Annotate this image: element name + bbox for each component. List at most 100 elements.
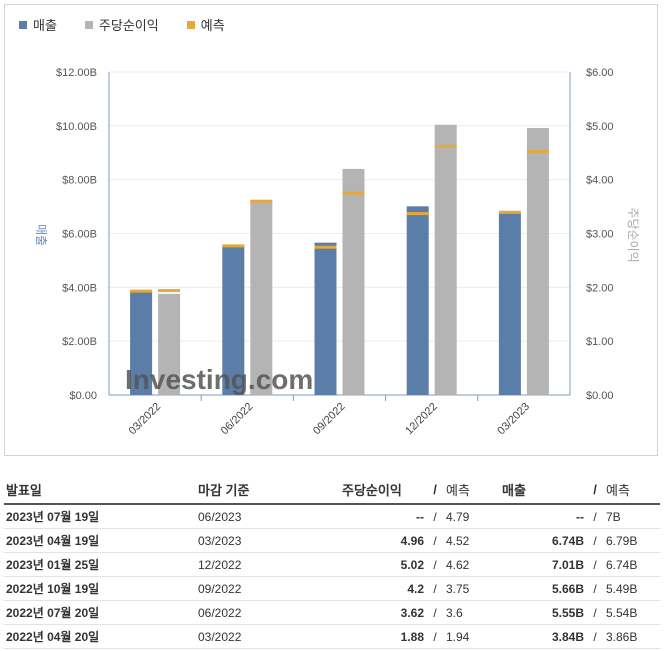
row-revenue: 5.66B (500, 576, 586, 601)
table-row: 2022년 07월 20일 06/2022 3.62/3.6 5.55B/5.54B (4, 600, 660, 625)
row-eps-forecast: 3.6 (444, 600, 500, 625)
row-revenue-separator: / (586, 504, 604, 529)
row-eps: 4.2 (340, 576, 426, 601)
forecast-marker-eps[interactable] (250, 199, 273, 203)
row-revenue: 7.01B (500, 552, 586, 577)
forecast-marker-eps[interactable] (158, 289, 181, 293)
row-eps: -- (340, 504, 426, 529)
legend-item-revenue[interactable]: 매출 (19, 15, 57, 34)
table-row: 2022년 10월 19일 09/2022 4.2/3.75 5.66B/5.49B (4, 576, 660, 601)
row-revenue-separator: / (586, 528, 604, 553)
legend-item-forecast[interactable]: 예측 (186, 15, 225, 34)
row-revenue: -- (500, 504, 586, 529)
forecast-marker-revenue[interactable] (130, 289, 153, 293)
legend-label-forecast: 예측 (200, 18, 225, 33)
row-date: 2022년 10월 19일 (4, 576, 196, 601)
y-tick-label-right: $0.00 (586, 390, 614, 402)
bar-revenue[interactable] (498, 213, 521, 395)
bar-eps[interactable] (526, 127, 549, 395)
row-revenue-separator: / (586, 576, 604, 601)
table-row: 2022년 04월 20일 03/2022 1.88/1.94 3.84B/3.86B (4, 624, 660, 649)
investing-watermark-logo: Investing.com (125, 364, 313, 395)
row-revenue: 6.74B (500, 528, 586, 553)
row-period: 03/2022 (196, 624, 340, 649)
y-tick-label-right: $1.00 (586, 336, 614, 348)
table-header-row: 발표일 마감 기준 주당순이익 / 예측 매출 / 예측 (4, 476, 660, 505)
header-eps[interactable]: 주당순이익 (340, 476, 426, 505)
row-period: 06/2023 (196, 504, 340, 529)
legend-item-eps[interactable]: 주당순이익 (84, 15, 159, 34)
x-tick-label: 12/2022 (403, 401, 440, 438)
row-revenue-separator: / (586, 624, 604, 649)
forecast-marker-revenue[interactable] (222, 244, 245, 248)
bar-revenue[interactable] (222, 245, 245, 395)
y-tick-label-right: $6.00 (586, 67, 614, 79)
row-revenue-separator: / (586, 552, 604, 577)
header-revenue[interactable]: 매출 (500, 476, 586, 505)
legend-swatch-eps (84, 20, 93, 29)
row-revenue-forecast: 6.74B (604, 552, 660, 577)
bar-revenue[interactable] (406, 206, 429, 395)
y-tick-label-left: $12.00B (56, 67, 97, 79)
x-tick-label: 03/2023 (495, 401, 532, 438)
y-tick-label-left: $4.00B (62, 282, 97, 294)
row-eps-forecast: 4.79 (444, 504, 500, 529)
y-tick-label-left: $8.00B (62, 175, 97, 187)
header-period[interactable]: 마감 기준 (196, 476, 340, 505)
y-tick-label-right: $3.00 (586, 229, 614, 241)
forecast-marker-eps[interactable] (342, 191, 365, 195)
x-tick-label: 06/2022 (219, 401, 256, 438)
x-tick-label: 03/2022 (127, 401, 164, 438)
legend-label-eps: 주당순이익 (98, 18, 159, 33)
forecast-marker-revenue[interactable] (314, 245, 337, 249)
row-date: 2023년 04월 19일 (4, 528, 196, 553)
row-date: 2023년 01월 25일 (4, 552, 196, 577)
table-row: 2023년 07월 19일 06/2023 --/4.79 --/7B (4, 504, 660, 529)
forecast-marker-eps[interactable] (526, 150, 549, 154)
row-revenue-forecast: 6.79B (604, 528, 660, 553)
row-eps-separator: / (426, 504, 444, 529)
y-axis-title-left: 매출 (34, 224, 48, 246)
header-eps-forecast[interactable]: 예측 (444, 476, 500, 505)
row-eps-forecast: 4.52 (444, 528, 500, 553)
legend-swatch-revenue (19, 20, 27, 29)
row-eps: 4.96 (340, 528, 426, 553)
y-tick-label-left: $10.00B (56, 121, 97, 133)
row-period: 06/2022 (196, 600, 340, 625)
row-date: 2022년 07월 20일 (4, 600, 196, 625)
bar-eps[interactable] (158, 293, 181, 395)
row-revenue-forecast: 3.86B (604, 624, 660, 649)
row-eps: 3.62 (340, 600, 426, 625)
bar-chart: $0.00 $0.00 $2.00B $1.00 $4.00B $2.00 $6.00B $3… (34, 67, 640, 438)
header-eps-sep: / (426, 476, 444, 505)
bar-revenue[interactable] (314, 242, 337, 395)
x-tick-label: 09/2022 (311, 401, 348, 438)
row-period: 03/2023 (196, 528, 340, 553)
forecast-marker-revenue[interactable] (406, 212, 429, 216)
row-revenue-forecast: 7B (604, 504, 660, 529)
row-date: 2023년 07월 19일 (4, 504, 196, 529)
row-eps-forecast: 4.62 (444, 552, 500, 577)
header-date[interactable]: 발표일 (4, 476, 196, 505)
forecast-marker-revenue[interactable] (498, 210, 521, 214)
table-row: 2023년 01월 25일 12/2022 5.02/4.62 7.01B/6.74B (4, 552, 660, 577)
y-tick-label-right: $4.00 (586, 175, 614, 187)
row-eps-separator: / (426, 528, 444, 553)
forecast-marker-eps[interactable] (434, 144, 457, 148)
row-eps: 1.88 (340, 624, 426, 649)
row-revenue: 3.84B (500, 624, 586, 649)
header-revenue-forecast[interactable]: 예측 (604, 476, 660, 505)
row-revenue: 5.55B (500, 600, 586, 625)
row-revenue-separator: / (586, 600, 604, 625)
row-revenue-forecast: 5.49B (604, 576, 660, 601)
row-date: 2022년 04월 20일 (4, 624, 196, 649)
bar-eps[interactable] (434, 124, 457, 396)
header-revenue-sep: / (586, 476, 604, 505)
row-period: 12/2022 (196, 552, 340, 577)
bar-eps[interactable] (342, 168, 365, 395)
earnings-table: 발표일 마감 기준 주당순이익 / 예측 매출 / 예측 2023년 07월 1… (4, 476, 660, 649)
y-tick-label-right: $2.00 (586, 282, 614, 294)
y-tick-label-left: $6.00B (62, 229, 97, 241)
bar-revenue[interactable] (130, 291, 153, 395)
bar-eps[interactable] (250, 200, 273, 395)
